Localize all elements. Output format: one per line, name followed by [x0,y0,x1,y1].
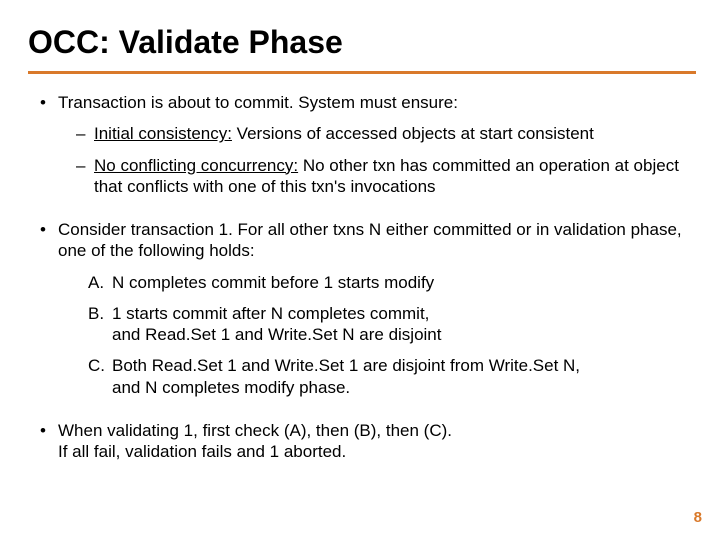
bullet-2-text: Consider transaction 1. For all other tx… [58,220,682,260]
bullet-3: When validating 1, first check (A), then… [40,420,696,463]
sub-1a: Initial consistency: Versions of accesse… [76,123,696,144]
abc-c: Both Read.Set 1 and Write.Set 1 are disj… [88,355,696,398]
main-bullet-list: Transaction is about to commit. System m… [28,92,696,462]
abc-a: N completes commit before 1 starts modif… [88,272,696,293]
bullet-1: Transaction is about to commit. System m… [40,92,696,197]
sub-1a-label: Initial consistency: [94,124,232,143]
bullet-1-text: Transaction is about to commit. System m… [58,93,458,112]
slide-title: OCC: Validate Phase [28,24,696,61]
title-underline [28,71,696,74]
sub-1b-label: No conflicting concurrency: [94,156,298,175]
sub-1a-rest: Versions of accessed objects at start co… [232,124,594,143]
abc-b: 1 starts commit after N completes commit… [88,303,696,346]
bullet-3-text: When validating 1, first check (A), then… [58,421,452,461]
bullet-2: Consider transaction 1. For all other tx… [40,219,696,398]
sub-list-1: Initial consistency: Versions of accesse… [58,123,696,197]
sub-1b: No conflicting concurrency: No other txn… [76,155,696,198]
page-number: 8 [694,509,702,526]
abc-list: N completes commit before 1 starts modif… [58,272,696,398]
